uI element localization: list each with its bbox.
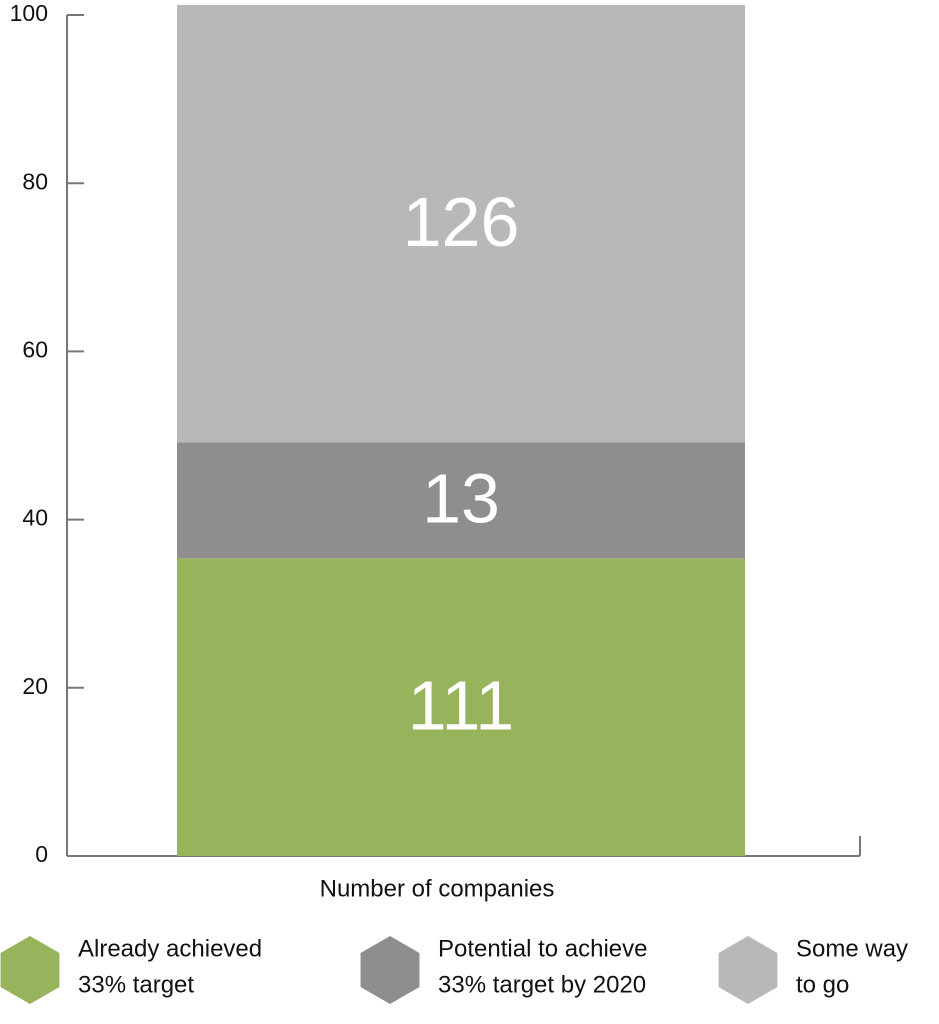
y-tick-label: 40 [22,505,48,531]
data-label: 126 [403,183,520,261]
y-tick-label: 80 [22,168,48,194]
bar-segment [177,442,745,559]
y-tick-label: 100 [10,0,48,26]
legend-label: Some way [796,935,908,962]
legend-label: to go [796,971,849,998]
legend-swatch [0,936,60,1004]
legend-label: 33% target [78,971,194,998]
bar-segment [177,558,745,856]
y-tick-label: 60 [22,336,48,362]
y-tick-label: 0 [35,841,48,867]
data-label: 13 [422,460,500,538]
legend-label: 33% target by 2020 [438,971,646,998]
legend-swatch [718,936,778,1004]
legend-label: Already achieved [78,935,262,962]
data-label: 111 [408,667,514,745]
y-tick-label: 20 [22,673,48,699]
x-axis-label: Number of companies [320,875,555,902]
legend-swatch [360,936,420,1004]
legend-label: Potential to achieve [438,935,647,962]
bar-segment [177,4,745,443]
